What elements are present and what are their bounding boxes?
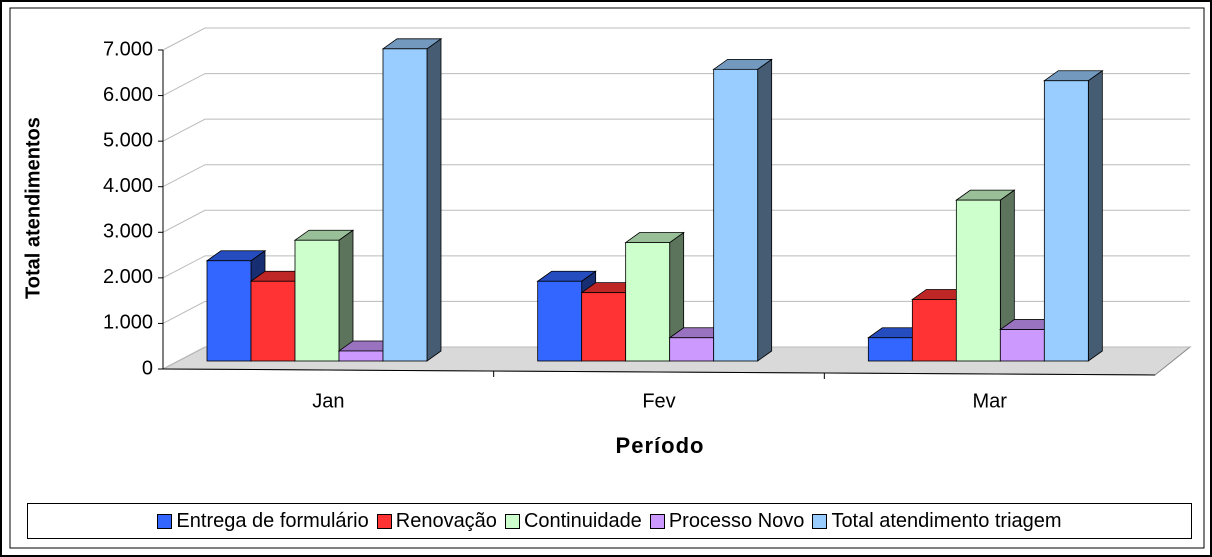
x-tick-label: Fev	[642, 390, 675, 412]
grid-line	[162, 346, 1190, 370]
grid-line	[162, 300, 1190, 324]
y-axis-title: Total atendimentos	[22, 117, 44, 299]
legend-swatch	[649, 513, 665, 529]
legend-label: Renovação	[395, 509, 497, 532]
bar	[911, 299, 957, 362]
legend-label: Processo Novo	[668, 509, 805, 532]
bar	[338, 350, 384, 362]
legend-item: Continuidade	[504, 509, 642, 533]
y-tick-label: 1.000	[103, 312, 153, 334]
bar	[955, 199, 1001, 362]
grid-line	[162, 27, 1190, 51]
bar-side	[426, 38, 442, 362]
legend-swatch	[157, 513, 173, 529]
y-tick-label: 4.000	[103, 175, 153, 197]
grid-line	[162, 118, 1190, 142]
x-axis	[162, 368, 1156, 376]
x-tick-label: Mar	[972, 390, 1007, 412]
bar	[581, 292, 627, 362]
legend-item: Processo Novo	[649, 509, 805, 533]
bar	[625, 242, 671, 362]
bar	[294, 239, 340, 362]
legend: Entrega de formulário Renovação Continuida…	[27, 503, 1192, 539]
y-tick-label: 3.000	[103, 221, 153, 243]
bar	[867, 337, 913, 362]
grid-line	[162, 255, 1190, 279]
bar	[1043, 80, 1089, 362]
legend-swatch	[376, 513, 392, 529]
bar	[713, 68, 759, 362]
bar	[537, 280, 583, 362]
chart-frame	[9, 7, 1205, 549]
grid-line	[162, 73, 1190, 97]
bar-side	[338, 229, 354, 362]
bar-side	[757, 58, 773, 362]
y-tick-label: 6.000	[103, 84, 153, 106]
legend-item: Renovação	[376, 509, 497, 533]
x-tick-label: Jan	[312, 390, 344, 412]
legend-label: Continuidade	[523, 509, 642, 532]
grid-line	[162, 164, 1190, 188]
legend-label: Total atendimento triagem	[831, 509, 1062, 532]
grid-line	[162, 209, 1190, 233]
legend-swatch	[504, 513, 520, 529]
y-tick-label: 2.000	[103, 266, 153, 288]
y-tick-label: 5.000	[103, 129, 153, 151]
y-tick-label: 7.000	[103, 38, 153, 60]
bar	[250, 280, 296, 362]
bar	[382, 48, 428, 362]
bar-side	[1087, 69, 1103, 362]
bar	[669, 337, 715, 362]
legend-item: Total atendimento triagem	[812, 509, 1062, 533]
bar	[206, 260, 252, 362]
legend-item: Entrega de formulário	[157, 509, 369, 533]
y-tick-label: 0	[142, 357, 153, 379]
x-axis-title: Período	[616, 433, 705, 458]
legend-label: Entrega de formulário	[176, 509, 369, 532]
bar	[999, 329, 1045, 362]
legend-swatch	[812, 513, 828, 529]
